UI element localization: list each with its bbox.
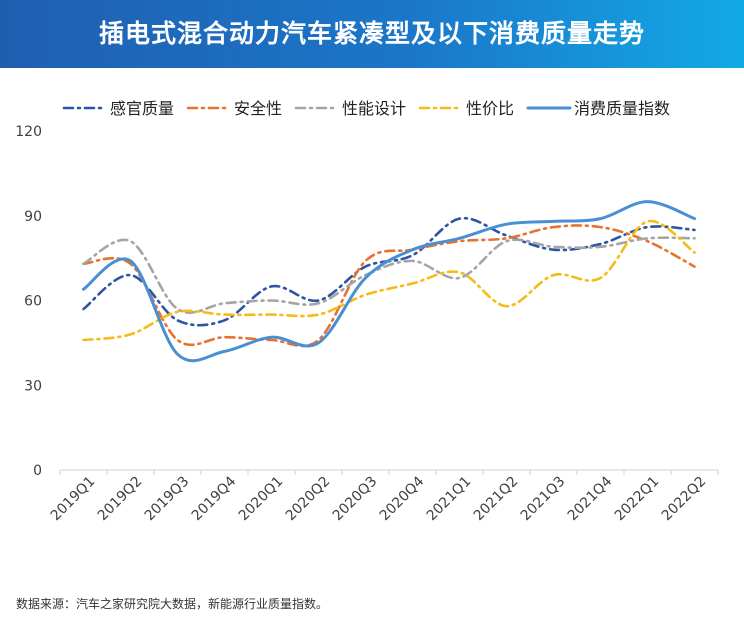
- series-line-4: [82, 220, 696, 342]
- plot-area: [82, 200, 696, 363]
- series-line-3: [82, 236, 696, 314]
- source-note: 数据来源：汽车之家研究院大数据，新能源行业质量指数。: [16, 597, 329, 611]
- legend-label-2: 安全性: [234, 99, 282, 118]
- x-tick-label: 2019Q4: [189, 473, 240, 524]
- x-tick-label: 2021Q2: [471, 474, 522, 525]
- x-axis: 2019Q12019Q22019Q32019Q42020Q12020Q22020…: [48, 469, 719, 525]
- x-tick-label: 2019Q2: [95, 474, 146, 525]
- x-tick-label: 2022Q1: [612, 474, 663, 525]
- y-tick-label: 120: [15, 124, 42, 140]
- chart-legend: 感官质量 安全性 性能设计 性价比 消费质量指数: [62, 99, 670, 118]
- x-tick-label: 2019Q3: [142, 474, 193, 525]
- x-tick-label: 2021Q1: [424, 474, 475, 525]
- title-banner: 插电式混合动力汽车紧凑型及以下消费质量走势: [0, 0, 744, 68]
- x-tick-label: 2021Q3: [518, 474, 569, 525]
- x-tick-label: 2022Q2: [659, 474, 710, 525]
- x-tick-label: 2020Q4: [377, 473, 428, 524]
- x-tick-label: 2021Q4: [565, 473, 616, 524]
- legend-label-1: 感官质量: [110, 99, 174, 118]
- y-axis: 0 30 60 90 120: [15, 124, 42, 479]
- x-tick-label: 2020Q3: [330, 474, 381, 525]
- chart-title: 插电式混合动力汽车紧凑型及以下消费质量走势: [98, 19, 645, 48]
- y-tick-label: 30: [24, 378, 42, 394]
- y-tick-label: 60: [24, 294, 42, 310]
- x-tick-label: 2019Q1: [48, 474, 99, 525]
- series-line-1: [82, 216, 696, 327]
- y-tick-label: 0: [33, 463, 42, 479]
- legend-label-5: 消费质量指数: [574, 99, 670, 118]
- y-tick-label: 90: [24, 209, 42, 225]
- x-tick-label: 2020Q1: [236, 474, 287, 525]
- legend-label-3: 性能设计: [342, 99, 406, 118]
- series-line-2: [82, 224, 696, 348]
- legend-label-4: 性价比: [466, 99, 514, 118]
- series-line-5: [82, 200, 696, 363]
- x-tick-label: 2020Q2: [283, 474, 334, 525]
